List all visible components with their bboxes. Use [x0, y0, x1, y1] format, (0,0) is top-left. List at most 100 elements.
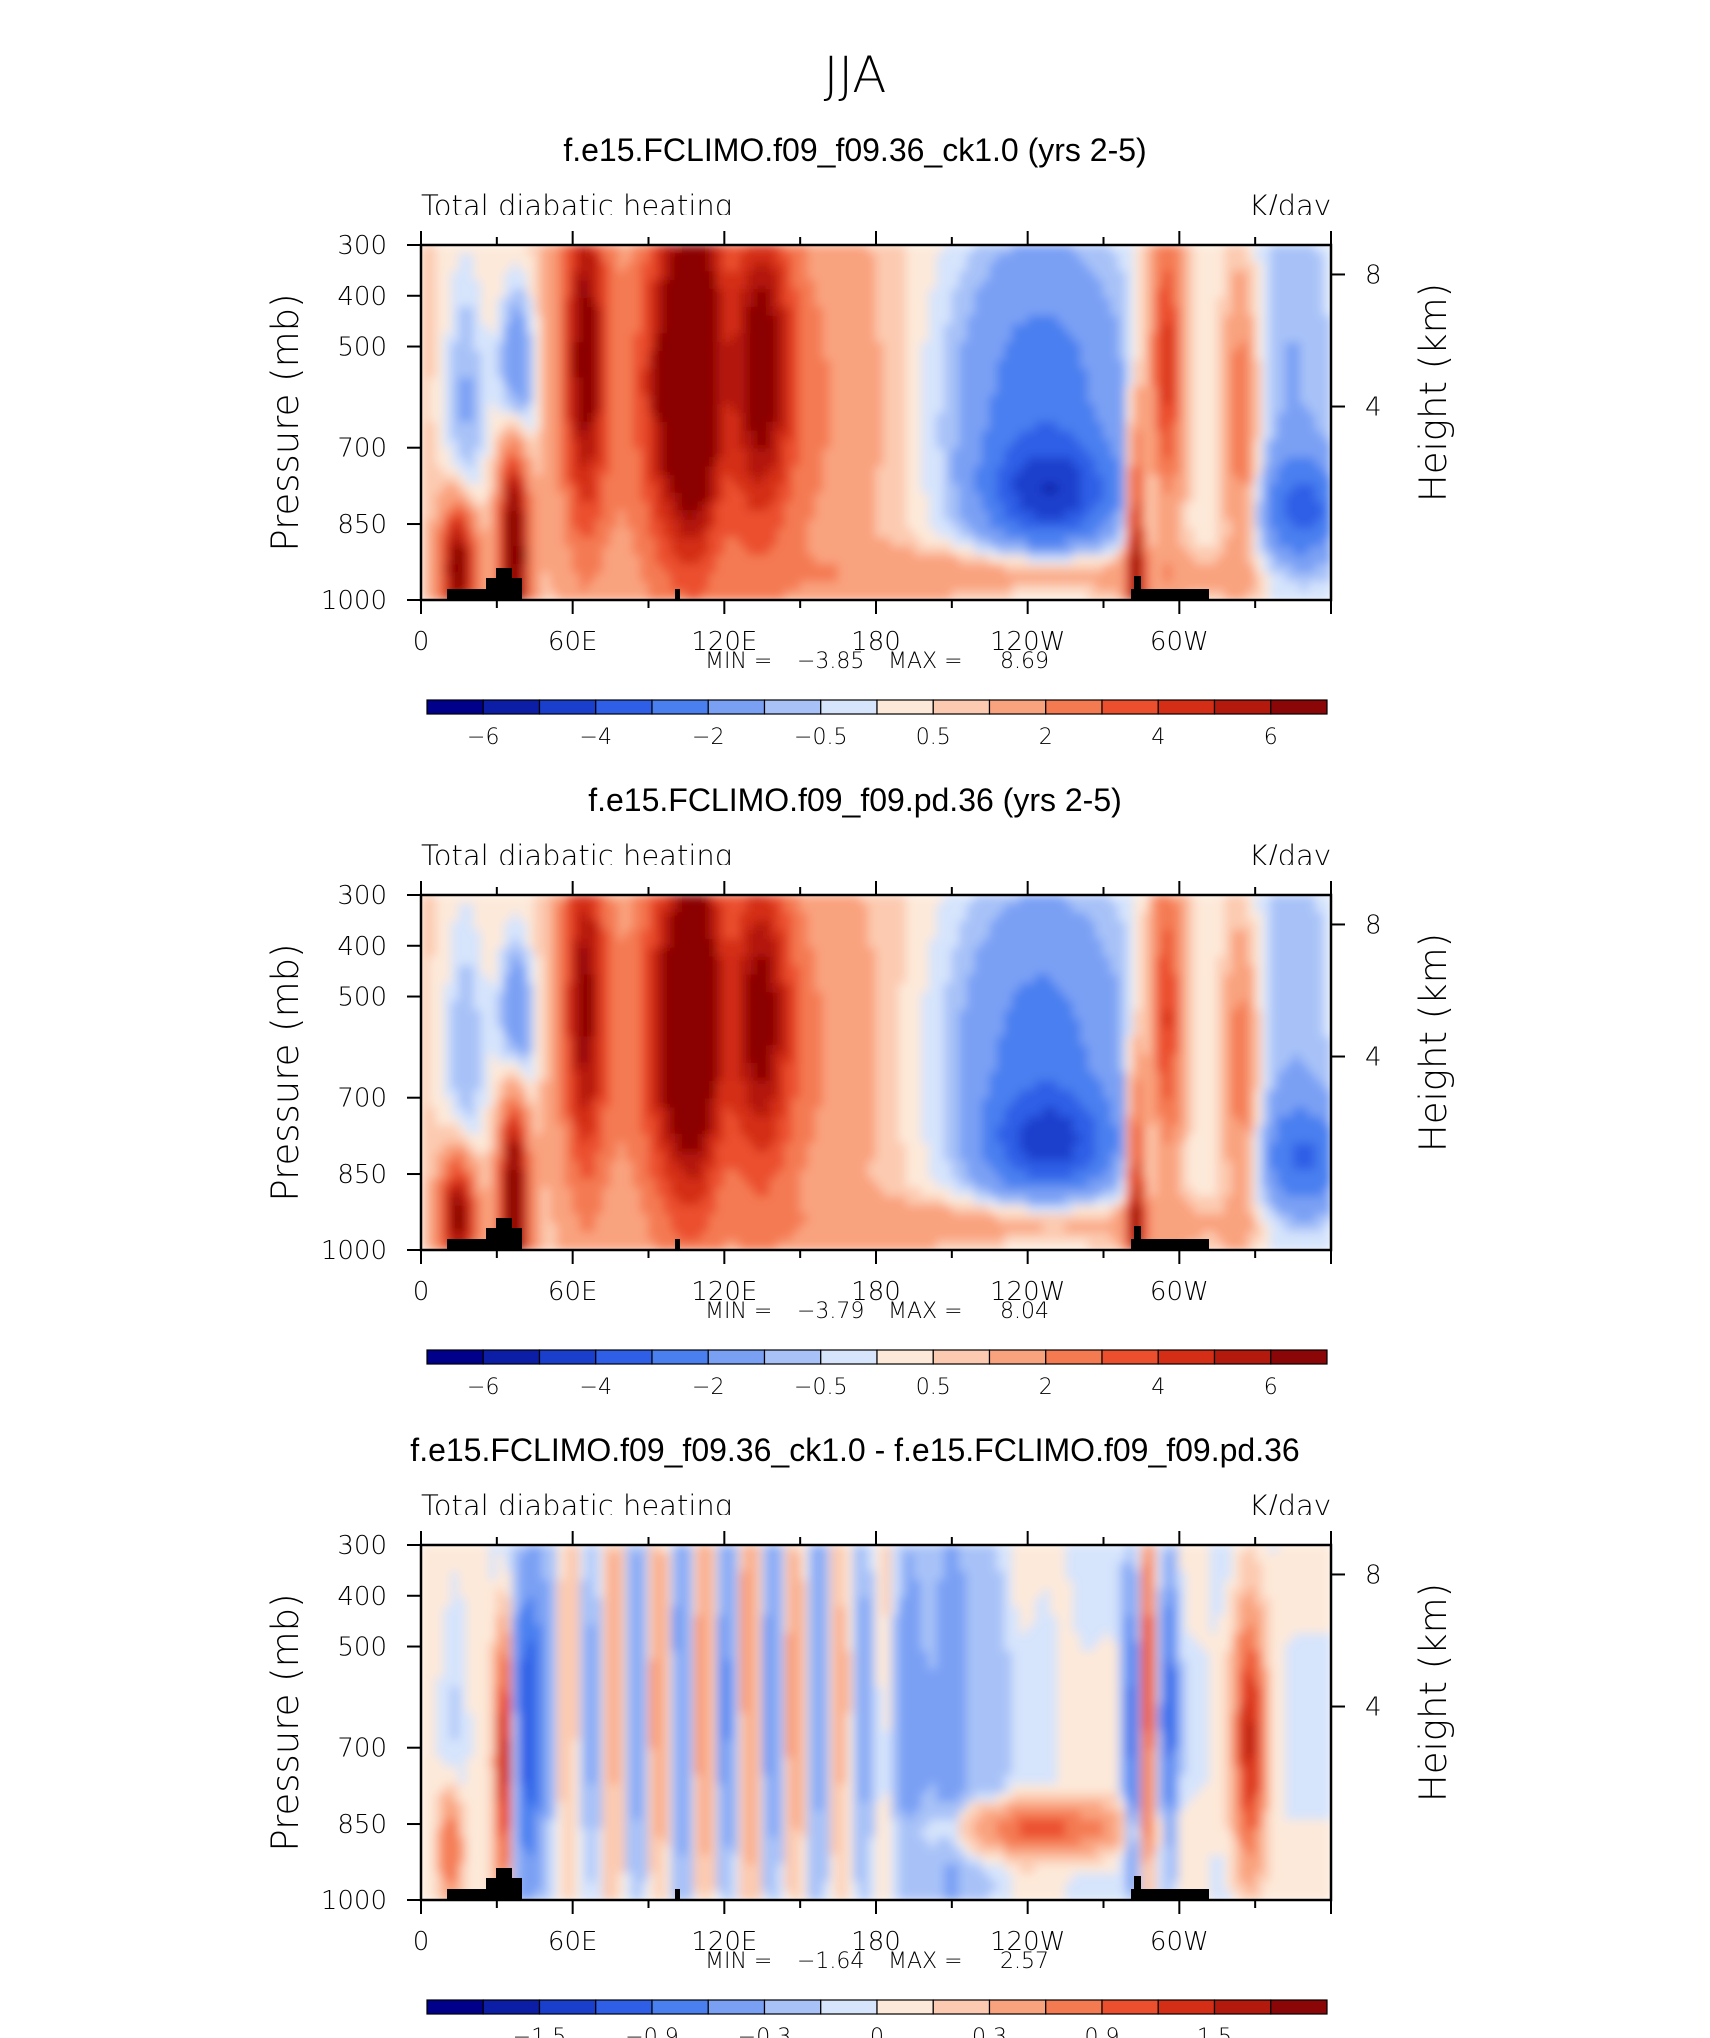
- contour-cell: [1057, 493, 1067, 504]
- contour-cell: [943, 555, 953, 566]
- contour-cell: [852, 280, 862, 291]
- contour-cell: [989, 894, 999, 905]
- contour-cell: [746, 404, 756, 415]
- contour-cell: [943, 493, 953, 504]
- contour-cell: [1156, 448, 1166, 459]
- contour-cell: [951, 288, 961, 300]
- contour-cell: [579, 404, 589, 415]
- contour-cell: [1209, 404, 1219, 415]
- contour-cell: [754, 395, 764, 406]
- contour-cell: [1027, 555, 1037, 566]
- contour-cell: [1300, 395, 1310, 406]
- contour-cell: [1133, 288, 1143, 300]
- contour-cell: [1095, 288, 1105, 300]
- contour-cell: [807, 333, 817, 344]
- contour-cell: [1057, 519, 1067, 530]
- contour-cell: [1019, 457, 1029, 468]
- contour-cell: [632, 404, 642, 415]
- contour-cell: [428, 271, 438, 282]
- contour-cell: [905, 564, 915, 575]
- contour-cell: [974, 377, 984, 388]
- contour-cell: [1065, 244, 1075, 255]
- contour-cell: [784, 501, 794, 513]
- contour-cell: [898, 894, 908, 905]
- contour-cell: [541, 342, 551, 353]
- contour-cell: [1042, 555, 1052, 566]
- contour-cell: [701, 253, 711, 264]
- contour-cell: [663, 528, 673, 539]
- contour-cell: [1269, 280, 1279, 291]
- contour-cell: [549, 342, 559, 353]
- contour-cell: [1065, 306, 1075, 317]
- contour-cell: [860, 342, 870, 353]
- contour-cell: [913, 484, 923, 495]
- contour-cell: [1262, 244, 1272, 255]
- contour-cell: [640, 493, 650, 504]
- colorbar-label: −4: [580, 725, 612, 750]
- contour-cell: [1133, 466, 1143, 477]
- contour-cell: [1034, 457, 1044, 468]
- contour-cell: [678, 351, 688, 362]
- contour-cell: [1262, 493, 1272, 504]
- contour-cell: [830, 271, 840, 282]
- contour-cell: [1262, 546, 1272, 557]
- contour-cell: [792, 493, 802, 504]
- contour-cell: [814, 306, 824, 317]
- contour-cell: [754, 555, 764, 566]
- contour-cell: [701, 324, 711, 335]
- contour-cell: [1027, 572, 1037, 584]
- contour-cell: [1231, 377, 1241, 388]
- contour-cell: [1103, 439, 1113, 451]
- contour-cell: [1300, 368, 1310, 380]
- contour-cell: [837, 297, 847, 309]
- contour-cell: [541, 395, 551, 406]
- contour-cell: [1254, 564, 1264, 575]
- contour-cell: [1178, 546, 1188, 557]
- contour-cell: [1231, 271, 1241, 282]
- contour-cell: [557, 466, 567, 477]
- contour-cell: [1163, 377, 1173, 388]
- contour-cell: [1087, 439, 1097, 451]
- contour-cell: [1087, 359, 1097, 371]
- contour-cell: [784, 430, 794, 442]
- contour-cell: [1292, 448, 1302, 459]
- contour-cell: [1087, 377, 1097, 388]
- contour-cell: [572, 395, 582, 406]
- contour-cell: [1110, 413, 1120, 424]
- contour-cell: [1019, 386, 1029, 397]
- contour-cell: [898, 528, 908, 539]
- contour-cell: [1247, 493, 1257, 504]
- contour-cell: [1163, 386, 1173, 397]
- contour-cell: [640, 271, 650, 282]
- contour-cell: [905, 510, 915, 522]
- contour-cell: [511, 439, 521, 451]
- contour-cell: [701, 590, 711, 601]
- contour-cell: [1125, 359, 1135, 371]
- contour-cell: [473, 351, 483, 362]
- contour-cell: [921, 377, 931, 388]
- contour-cell: [663, 395, 673, 406]
- contour-cell: [648, 572, 658, 584]
- contour-cell: [466, 439, 476, 451]
- contour-cell: [526, 581, 536, 593]
- contour-cell: [739, 386, 749, 397]
- contour-cell: [701, 413, 711, 424]
- contour-cell: [837, 288, 847, 300]
- contour-cell: [1277, 546, 1287, 557]
- contour-cell: [966, 894, 976, 905]
- contour-cell: [594, 581, 604, 593]
- contour-cell: [1072, 280, 1082, 291]
- contour-cell: [488, 288, 498, 300]
- contour-cell: [1057, 484, 1067, 495]
- contour-cell: [473, 413, 483, 424]
- contour-cell: [958, 306, 968, 317]
- contour-cell: [890, 537, 900, 548]
- contour-cell: [951, 448, 961, 459]
- contour-cell: [579, 413, 589, 424]
- contour-cell: [594, 894, 604, 905]
- contour-cell: [875, 386, 885, 397]
- contour-cell: [830, 288, 840, 300]
- contour-cell: [1095, 894, 1105, 905]
- contour-cell: [1315, 493, 1325, 504]
- contour-cell: [814, 555, 824, 566]
